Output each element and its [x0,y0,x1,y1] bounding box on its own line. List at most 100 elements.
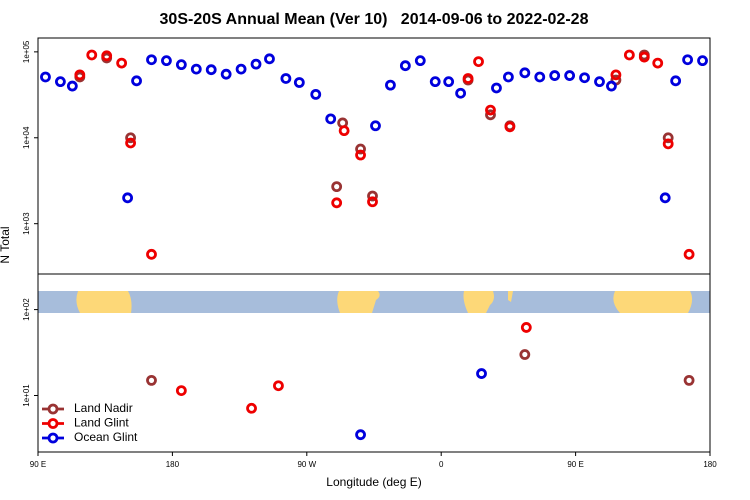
legend-label: Land Nadir [74,401,133,415]
chart-title: 30S-20S Annual Mean (Ver 10) 2014-09-06 … [160,11,589,28]
point [205,64,217,76]
point [519,67,531,79]
y-tick-label: 1e+05 [22,40,31,63]
legend-label: Land Glint [74,416,129,430]
point [246,402,257,414]
x-axis-label: Longitude (deg E) [326,475,421,489]
point [491,82,502,94]
plot-frame [37,37,711,453]
point [652,57,664,69]
x-tick-label: 90 W [297,460,316,469]
y-tick-label: 1e+04 [22,126,31,149]
land-shape [76,291,132,313]
point [146,54,157,66]
point [190,63,202,75]
point [355,143,366,155]
point [670,75,682,87]
point [220,68,232,80]
point [175,59,187,71]
x-tick-label: 180 [703,460,717,469]
point [293,77,305,88]
legend-marker [47,403,59,415]
point [476,368,487,379]
point [101,50,113,62]
point [659,192,671,204]
point [355,149,366,161]
point [697,55,708,67]
land-shape [613,291,693,313]
point [462,73,474,84]
point [485,104,496,116]
point [125,137,136,149]
map-strip [38,291,710,313]
point [662,132,674,144]
point [161,55,172,67]
point [623,49,635,61]
point [355,429,366,441]
point [338,125,350,137]
point [682,54,693,66]
point [549,70,561,81]
point [429,76,441,88]
point [40,71,51,83]
point [610,69,622,81]
y-tick-label: 1e+01 [22,384,31,407]
point [235,63,247,75]
point [520,322,532,333]
point [367,196,378,208]
point [116,57,128,69]
point [55,76,66,88]
point [385,79,396,91]
legend-marker [47,432,59,444]
land-shape [508,291,513,302]
point [280,73,292,84]
point [331,197,343,209]
point [473,56,484,68]
point [502,71,514,83]
point [534,71,546,83]
point [519,349,531,360]
x-tick-label: 0 [439,460,444,469]
legend-label: Ocean Glint [74,430,138,444]
point [370,120,381,132]
point [131,75,142,87]
legend-marker [47,418,59,429]
point [146,248,157,260]
point [662,138,674,150]
point [250,58,262,70]
point [367,190,378,202]
point [146,374,157,386]
point [683,374,695,386]
point [86,49,98,61]
point [264,53,275,65]
point [273,380,284,392]
point [594,76,605,88]
land-shape [463,291,494,313]
point [325,113,337,125]
point [175,385,187,397]
x-tick-label: 90 E [567,460,583,469]
point [564,70,576,81]
point [504,121,516,133]
land-shape [337,291,380,313]
point [606,80,617,92]
y-axis-label: N Total [0,226,12,263]
point [310,88,322,100]
point [122,192,133,204]
point [638,51,650,63]
y-tick-label: 1e+03 [22,212,31,235]
x-tick-label: 180 [166,460,180,469]
y-tick-label: 1e+02 [22,298,31,321]
point [579,72,590,84]
point [683,248,695,260]
point [443,76,455,88]
point [399,60,411,72]
point [414,55,426,67]
point [66,80,78,92]
point [125,132,136,144]
point [485,109,496,121]
point [331,181,343,193]
point [74,69,86,81]
